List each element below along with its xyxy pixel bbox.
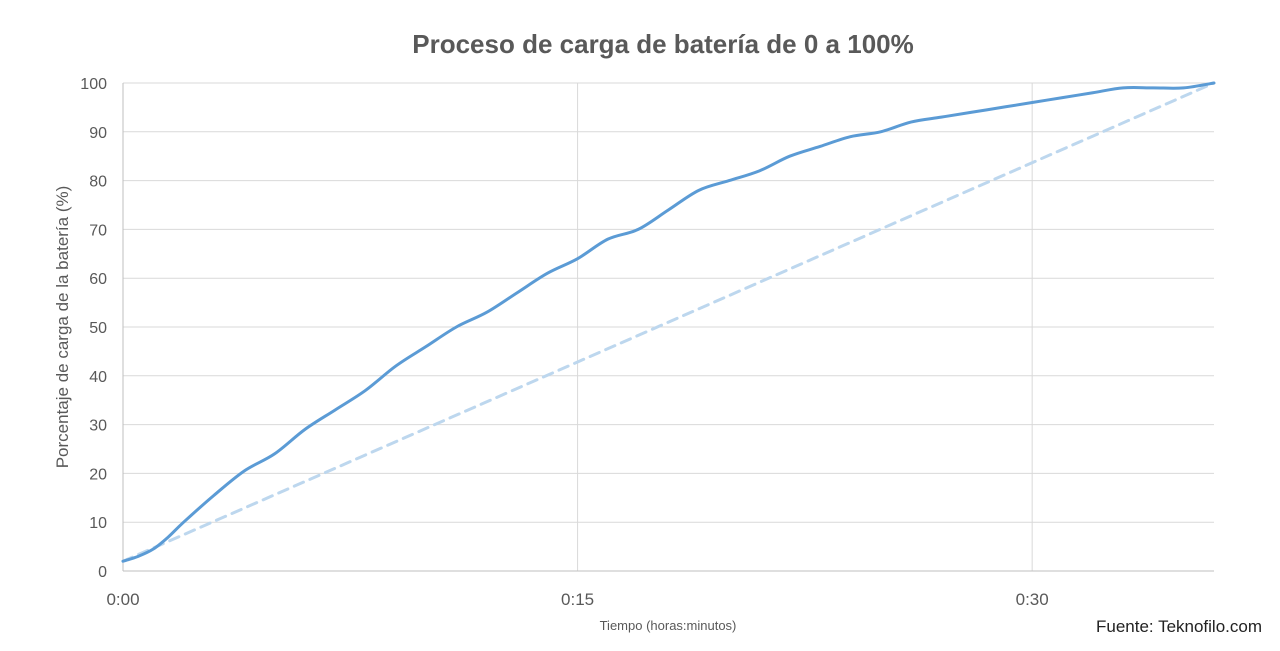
y-tick-label: 70 [89,222,107,239]
y-tick-label: 90 [89,125,107,142]
x-tick-label: 0:00 [106,590,139,609]
x-axis-label: Tiempo (horas:minutos) [600,618,737,633]
y-tick-label: 10 [89,515,107,532]
series-lines [121,81,1216,563]
y-tick-label: 30 [89,418,107,435]
y-tick-label: 50 [89,320,107,337]
chart-title: Proceso de carga de batería de 0 a 100% [412,29,913,59]
y-tick-label: 0 [98,564,107,581]
source-annotation: Fuente: Teknofilo.com [1096,617,1262,636]
y-tick-label: 80 [89,174,107,191]
y-tick-label: 60 [89,271,107,288]
series-line-dashed [121,81,1216,563]
axes: 0 10 20 30 40 50 60 70 80 90 100 0:00 0:15 0:30 [80,76,1214,609]
x-tick-label: 0:15 [561,590,594,609]
x-tick-label: 0:30 [1016,590,1049,609]
y-tick-label: 20 [89,466,107,483]
y-tick-label: 40 [89,369,107,386]
y-tick-label: 100 [80,76,107,93]
series-line-solid [121,81,1216,563]
y-axis-label: Porcentaje de carga de la batería (%) [53,186,72,469]
